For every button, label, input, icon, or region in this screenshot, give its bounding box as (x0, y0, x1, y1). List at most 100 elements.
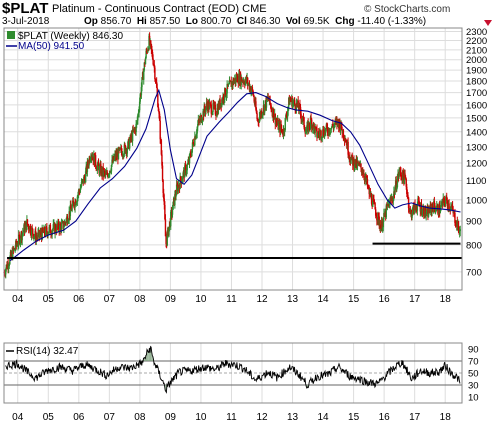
candle-body (69, 204, 72, 217)
candle-body (143, 62, 146, 71)
legend-ma-label: MA(50) 941.50 (18, 41, 85, 52)
candle-body (27, 225, 30, 230)
price-x-tick-label: 17 (409, 294, 421, 305)
candle-body (382, 219, 385, 228)
candle-body (123, 154, 125, 157)
candle-body (197, 124, 199, 128)
candle-body (80, 186, 82, 189)
candle-body (36, 237, 39, 239)
candle-body (54, 225, 57, 231)
candle-body (328, 128, 330, 134)
rsi-x-tick-label: 15 (348, 412, 360, 423)
candle-body (39, 234, 41, 237)
candle-body (453, 212, 456, 214)
candle-body (208, 103, 211, 110)
candle-body (163, 198, 165, 205)
candle-body (363, 173, 365, 178)
candle-body (281, 129, 284, 134)
candle-body (214, 105, 217, 115)
candle-body (308, 122, 310, 132)
candle-body (257, 119, 259, 122)
candle-body (38, 230, 40, 237)
candle-body (374, 203, 376, 210)
candle-body (147, 49, 149, 53)
candle-body (385, 205, 387, 218)
rsi-x-tick-label: 05 (43, 412, 55, 423)
candle-body (196, 127, 198, 134)
candle-body (103, 170, 106, 173)
candle-body (330, 128, 332, 133)
rsi-x-tick-label: 18 (440, 412, 452, 423)
candle-body (326, 127, 329, 133)
candle-body (272, 108, 275, 119)
open-label: Op (84, 16, 98, 27)
candle-body (262, 112, 264, 115)
candle-body (86, 161, 89, 173)
rsi-x-tick-label: 17 (409, 412, 421, 423)
candle-body (305, 131, 307, 134)
candle-body (448, 203, 450, 210)
candle-body (108, 170, 111, 175)
candle-body (330, 127, 333, 129)
candle-body (236, 75, 239, 83)
candle-body (9, 256, 11, 265)
candle-body (121, 151, 123, 157)
candle-body (424, 206, 427, 216)
candle-body (215, 115, 218, 117)
candle-body (77, 190, 80, 195)
candle-body (362, 171, 364, 174)
candle-body (158, 113, 161, 121)
candle-body (200, 115, 202, 123)
candle-body (151, 52, 154, 59)
price-y-tick-label: 1400 (466, 127, 487, 138)
candle-body (67, 219, 70, 222)
candle-body (303, 117, 305, 128)
down-arrow-icon (484, 20, 492, 26)
candle-body (179, 176, 181, 189)
candle-body (454, 223, 457, 226)
candle-body (308, 122, 311, 127)
candle-body (138, 101, 141, 111)
change-value: -11.40 (-1.33%) (357, 16, 427, 27)
candle-body (32, 228, 34, 234)
candle-body (180, 176, 182, 181)
candle-body (15, 241, 18, 246)
rsi-fill-segment (147, 350, 149, 361)
candle-body (356, 161, 359, 167)
candle-body (404, 177, 407, 179)
candle-body (210, 104, 212, 114)
candle-body (299, 104, 301, 107)
rsi-y-tick-label: 70 (468, 357, 479, 368)
candle-body (413, 204, 416, 214)
candlestick-series (3, 32, 461, 279)
price-y-tick-label: 2000 (466, 55, 487, 66)
candle-body (366, 179, 369, 187)
candle-body (372, 198, 374, 207)
candle-body (133, 128, 135, 132)
candle-body (343, 138, 346, 141)
candle-body (175, 194, 177, 197)
candle-body (275, 120, 277, 125)
candle-body (411, 214, 413, 218)
candle-body (143, 70, 145, 80)
candle-body (342, 129, 345, 137)
candle-body (320, 138, 323, 139)
candle-body (323, 129, 326, 138)
candle-body (150, 44, 153, 50)
candle-body (141, 77, 143, 88)
candle-body (407, 197, 410, 209)
candle-body (434, 210, 437, 212)
candle-body (285, 115, 287, 119)
candle-body (309, 117, 312, 127)
candle-body (345, 140, 347, 143)
price-x-tick-label: 14 (318, 294, 330, 305)
rsi-y-tick-label: 30 (468, 381, 479, 392)
price-x-tick-label: 10 (195, 294, 207, 305)
candle-body (261, 114, 264, 117)
candle-body (409, 209, 412, 212)
candle-body (315, 127, 318, 129)
candle-body (135, 123, 137, 133)
candle-body (151, 49, 153, 53)
candle-body (278, 124, 280, 130)
rsi-legend-label: RSI(14) 32.47 (16, 346, 79, 357)
